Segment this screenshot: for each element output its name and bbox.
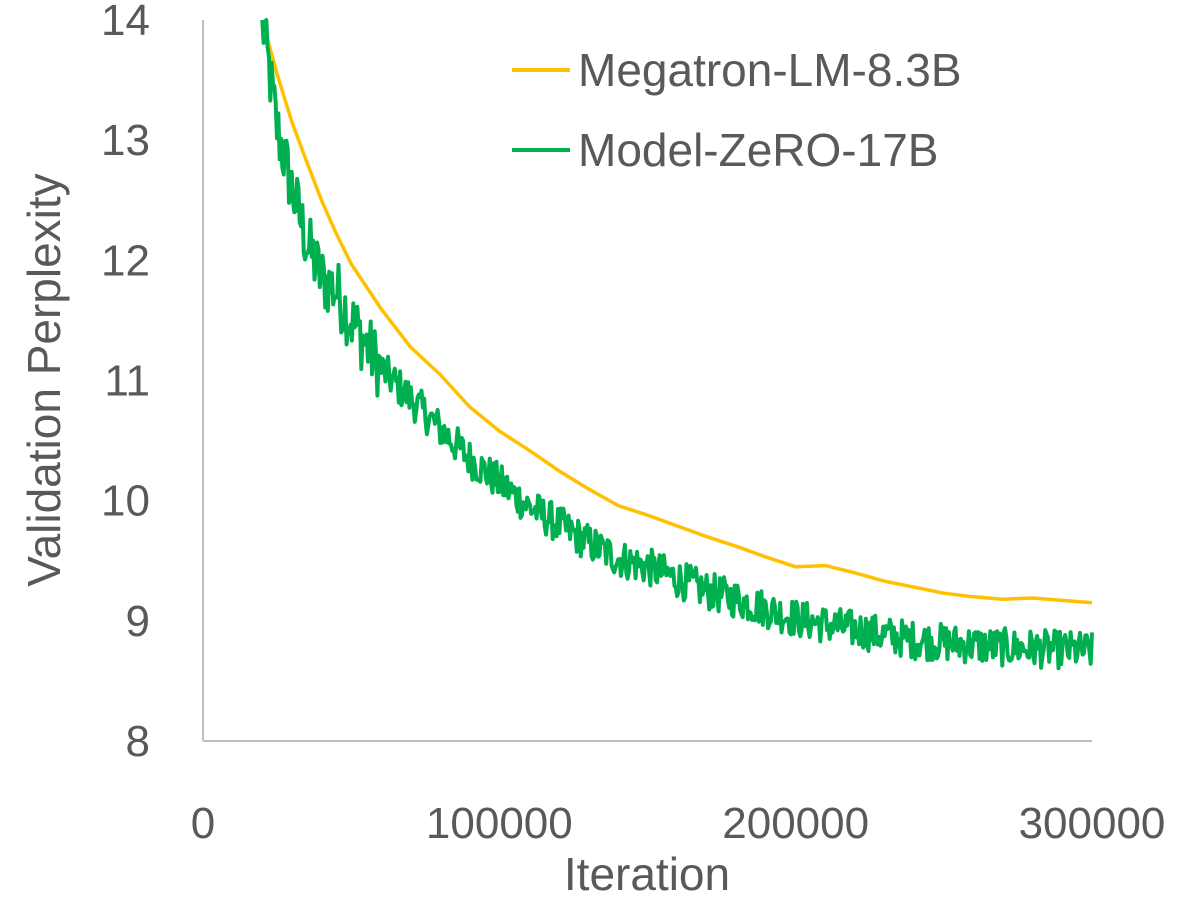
y-tick-label: 13: [101, 116, 150, 165]
y-tick-label: 8: [126, 717, 150, 766]
series-line-zero: [260, 18, 1094, 671]
series-lines: [260, 18, 1094, 671]
x-tick-label: 100000: [426, 799, 573, 848]
x-tick-label: 300000: [1019, 799, 1166, 848]
tick-labels: 8 9 10 11 12 13 14 0 100000 200000 300000: [101, 0, 1165, 848]
y-tick-label: 11: [104, 357, 150, 406]
y-tick-label: 12: [101, 236, 150, 285]
y-tick-label: 10: [101, 477, 150, 526]
x-axis-title: Iteration: [564, 848, 730, 900]
series-line-megatron: [260, 19, 1093, 605]
x-tick-label: 200000: [722, 799, 869, 848]
y-axis-title: Validation Perplexity: [18, 173, 70, 586]
y-tick-label: 9: [126, 597, 150, 646]
legend: Megatron-LM-8.3B Model-ZeRO-17B: [512, 44, 962, 176]
y-tick-label: 14: [101, 0, 150, 45]
legend-label-zero: Model-ZeRO-17B: [578, 124, 938, 176]
x-tick-label: 0: [191, 799, 215, 848]
legend-label-megatron: Megatron-LM-8.3B: [578, 44, 962, 96]
